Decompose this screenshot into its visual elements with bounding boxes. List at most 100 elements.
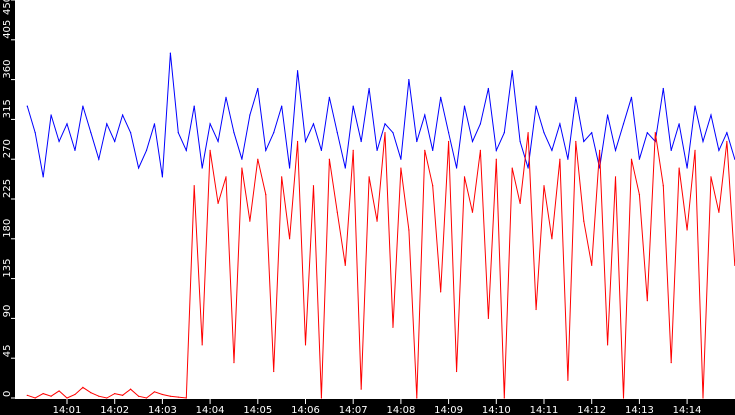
data-point xyxy=(591,264,593,266)
data-point xyxy=(646,132,648,134)
data-point xyxy=(90,392,92,394)
x-tick-label: 14:02 xyxy=(100,405,129,415)
data-point xyxy=(575,96,577,98)
data-point xyxy=(368,176,370,178)
data-point xyxy=(455,370,458,373)
data-point xyxy=(34,132,36,134)
data-point xyxy=(551,238,553,240)
x-tick-label: 14:03 xyxy=(148,405,177,415)
data-point xyxy=(344,264,346,266)
data-point xyxy=(567,379,569,381)
data-point xyxy=(122,114,124,116)
data-point xyxy=(694,149,696,151)
x-tick-label: 14:13 xyxy=(625,405,654,415)
data-point xyxy=(193,185,195,187)
data-point xyxy=(145,149,148,151)
x-tick-label: 14:08 xyxy=(386,405,415,415)
data-point xyxy=(440,291,442,293)
x-tick-label: 14:12 xyxy=(577,405,606,415)
data-point xyxy=(328,158,330,160)
data-point xyxy=(74,393,76,396)
data-point xyxy=(487,87,489,90)
y-tick-label: 45 xyxy=(2,344,13,357)
data-point xyxy=(360,388,362,390)
data-point xyxy=(320,149,322,151)
data-point xyxy=(607,114,609,116)
data-point xyxy=(161,393,163,396)
data-point xyxy=(153,391,156,393)
data-point xyxy=(432,149,434,151)
data-point xyxy=(670,362,672,364)
data-point xyxy=(26,394,28,396)
data-point xyxy=(710,114,712,116)
data-point xyxy=(66,123,68,125)
data-point xyxy=(678,167,680,169)
data-point xyxy=(82,105,84,107)
data-point xyxy=(257,158,259,160)
y-tick-label: 135 xyxy=(2,259,13,278)
data-point xyxy=(591,132,593,134)
data-point xyxy=(312,123,315,125)
y-tick-label: 450 xyxy=(2,0,13,15)
data-point xyxy=(82,386,84,388)
data-point xyxy=(686,229,688,231)
data-point xyxy=(304,140,307,143)
data-point xyxy=(511,70,513,72)
data-point xyxy=(487,317,489,319)
data-point xyxy=(241,158,243,160)
data-point xyxy=(217,140,219,143)
data-point xyxy=(710,176,712,178)
data-point xyxy=(455,167,458,169)
data-point xyxy=(519,202,521,205)
y-tick-label: 360 xyxy=(2,60,13,79)
x-tick-label: 14:06 xyxy=(291,405,320,415)
data-point xyxy=(34,397,36,399)
data-point xyxy=(281,176,283,178)
data-point xyxy=(408,229,410,231)
data-point xyxy=(503,397,505,399)
data-point xyxy=(678,123,680,125)
data-point xyxy=(702,140,704,143)
data-point xyxy=(201,344,203,346)
data-point xyxy=(662,87,664,90)
data-point xyxy=(622,397,625,399)
data-point xyxy=(90,132,92,134)
data-point xyxy=(646,300,648,302)
data-point xyxy=(360,140,362,143)
data-point xyxy=(233,362,235,364)
x-tick-label: 14:11 xyxy=(530,405,559,415)
data-point xyxy=(630,96,633,98)
data-point xyxy=(471,211,474,213)
data-point xyxy=(583,140,585,143)
data-point xyxy=(296,70,299,72)
data-point xyxy=(185,149,187,151)
data-point xyxy=(543,185,545,187)
data-point xyxy=(312,185,315,187)
data-point xyxy=(440,96,442,98)
x-tick-label: 14:01 xyxy=(53,405,82,415)
data-point xyxy=(575,140,577,143)
y-tick-label: 270 xyxy=(2,139,13,158)
data-point xyxy=(265,193,267,196)
data-point xyxy=(225,176,227,178)
data-point xyxy=(161,176,163,178)
data-point xyxy=(432,185,434,187)
data-point xyxy=(702,397,704,399)
x-tick-label: 14:10 xyxy=(482,405,511,415)
data-point xyxy=(384,123,386,125)
data-point xyxy=(495,149,497,151)
data-point xyxy=(233,132,235,134)
data-point xyxy=(169,52,171,54)
data-point xyxy=(471,140,474,143)
data-point xyxy=(249,114,251,116)
x-axis-band xyxy=(0,399,735,415)
data-point xyxy=(177,396,179,398)
data-point xyxy=(535,105,537,107)
data-point xyxy=(614,176,617,178)
data-point xyxy=(718,211,720,213)
data-point xyxy=(638,158,641,160)
data-point xyxy=(241,167,243,169)
data-point xyxy=(416,140,418,143)
x-tick-label: 14:05 xyxy=(243,405,272,415)
